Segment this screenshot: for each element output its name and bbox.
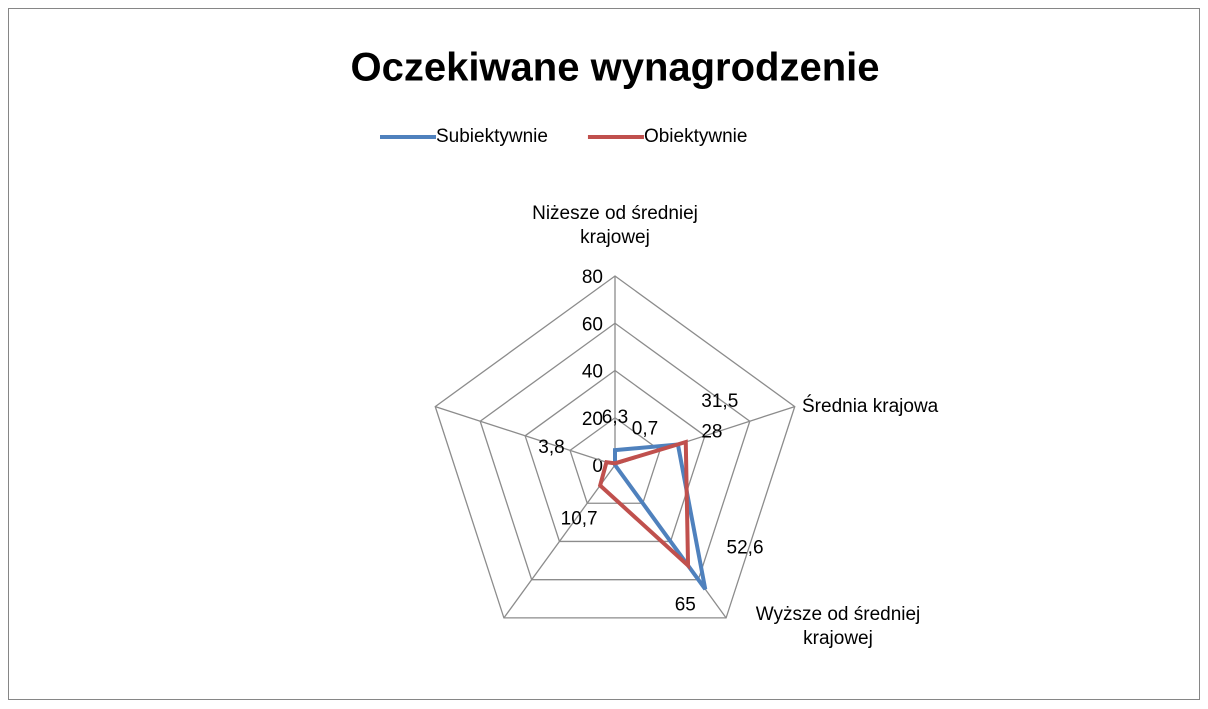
- category-label: Niżesze od średniej krajowej: [532, 203, 698, 248]
- y-tick-label: 0: [592, 456, 603, 477]
- grid-line: [479, 322, 751, 581]
- legend-label: Obiektywnie: [644, 126, 748, 147]
- category-label: Wyższe od średniej krajowej: [755, 604, 921, 649]
- chart-title: Oczekiwane wynagrodzenie: [350, 46, 879, 90]
- y-tick-label: 40: [582, 362, 603, 383]
- data-label: 28: [701, 422, 722, 443]
- y-tick-label: 60: [582, 314, 603, 335]
- grid-line: [434, 275, 796, 619]
- spoke: [435, 405, 616, 466]
- data-label: 65: [675, 594, 696, 615]
- data-label: 52,6: [727, 538, 764, 559]
- grid-line: [524, 369, 706, 543]
- data-label: 0,7: [632, 418, 658, 439]
- y-tick-label: 20: [582, 409, 603, 430]
- series-line: [597, 439, 691, 571]
- data-label: 6,3: [602, 407, 628, 428]
- category-label: Średnia krajowa: [802, 396, 939, 417]
- y-tick-label: 80: [582, 267, 603, 288]
- chart-border: [8, 8, 1200, 700]
- data-label: 31,5: [701, 391, 738, 412]
- spoke: [503, 464, 616, 619]
- series-line: [613, 442, 708, 591]
- data-label: 10,7: [561, 508, 598, 529]
- legend-label: Subiektywnie: [436, 126, 548, 147]
- data-label: 3,8: [538, 437, 564, 458]
